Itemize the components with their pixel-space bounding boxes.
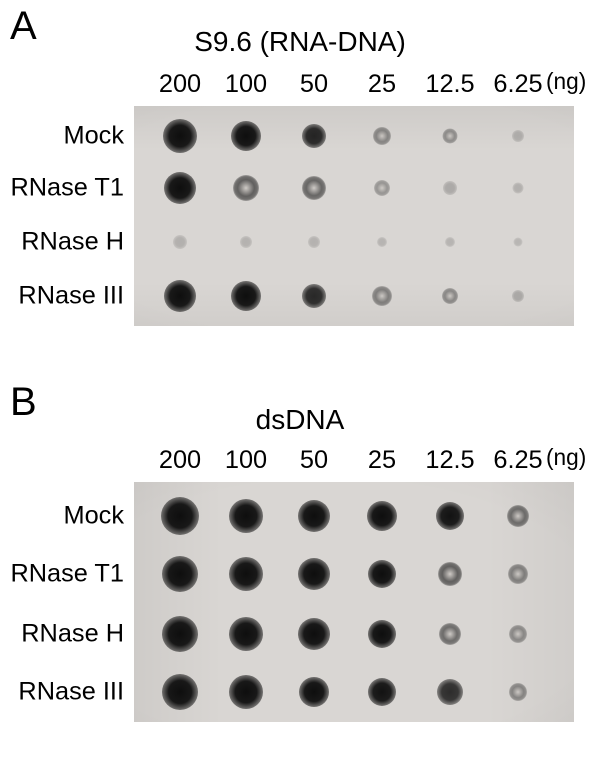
row-label: RNase III xyxy=(18,282,124,311)
col-header: 50 xyxy=(300,446,328,475)
col-header: 12.5 xyxy=(425,446,474,475)
blot-dot xyxy=(374,180,390,196)
blot-dot xyxy=(229,675,263,709)
panel-a-blot xyxy=(134,106,574,326)
blot-dot xyxy=(162,616,198,652)
row-label: RNase T1 xyxy=(10,174,124,203)
blot-dot xyxy=(233,175,259,201)
col-header: 12.5 xyxy=(425,70,474,99)
blot-dot xyxy=(164,172,196,204)
blot-dot xyxy=(372,286,392,306)
blot-dot xyxy=(367,501,397,531)
figure-root: A S9.6 (RNA-DNA) (ng) B dsDNA (ng) 20010… xyxy=(0,0,600,766)
blot-dot xyxy=(173,235,187,249)
row-label: RNase H xyxy=(21,620,124,649)
blot-dot xyxy=(445,237,455,247)
row-label: RNase III xyxy=(18,678,124,707)
blot-dot xyxy=(443,129,458,144)
blot-dot xyxy=(229,557,263,591)
panel-b-unit: (ng) xyxy=(546,444,586,471)
col-header: 50 xyxy=(300,70,328,99)
row-label: RNase T1 xyxy=(10,560,124,589)
blot-dot xyxy=(229,499,263,533)
blot-dot xyxy=(163,119,197,153)
blot-dot xyxy=(298,618,330,650)
blot-dot xyxy=(368,678,396,706)
blot-dot xyxy=(302,176,326,200)
blot-dot xyxy=(436,502,464,530)
col-header: 6.25 xyxy=(493,446,542,475)
blot-dot xyxy=(240,236,252,248)
blot-dot xyxy=(507,505,529,527)
col-header: 100 xyxy=(225,70,267,99)
blot-dot xyxy=(438,562,462,586)
blot-dot xyxy=(512,130,524,142)
blot-dot xyxy=(509,683,527,701)
blot-dot xyxy=(368,620,396,648)
blot-dot xyxy=(377,237,387,247)
row-label: RNase H xyxy=(21,228,124,257)
blot-dot xyxy=(164,280,196,312)
panel-b-title: dsDNA xyxy=(0,404,600,436)
col-header: 25 xyxy=(368,446,396,475)
blot-dot xyxy=(302,124,326,148)
blot-dot xyxy=(298,558,330,590)
blot-dot xyxy=(442,288,458,304)
blot-dot xyxy=(443,181,457,195)
row-label: Mock xyxy=(63,502,124,531)
col-header: 100 xyxy=(225,446,267,475)
blot-dot xyxy=(231,121,261,151)
col-header: 25 xyxy=(368,70,396,99)
blot-dot xyxy=(162,556,198,592)
panel-a-title: S9.6 (RNA-DNA) xyxy=(0,26,600,58)
blot-dot xyxy=(509,625,527,643)
blot-dot xyxy=(161,497,199,535)
blot-dot xyxy=(513,183,524,194)
blot-dot xyxy=(299,677,329,707)
panel-a-unit: (ng) xyxy=(546,68,586,95)
blot-dot xyxy=(229,617,263,651)
blot-dot xyxy=(514,238,523,247)
blot-dot xyxy=(373,127,391,145)
blot-dot xyxy=(508,564,528,584)
blot-dot xyxy=(308,236,320,248)
blot-dot xyxy=(162,674,198,710)
blot-dot xyxy=(512,290,524,302)
col-header: 200 xyxy=(159,70,201,99)
col-header: 200 xyxy=(159,446,201,475)
blot-dot xyxy=(231,281,261,311)
blot-dot xyxy=(439,623,461,645)
blot-dot xyxy=(298,500,330,532)
col-header: 6.25 xyxy=(493,70,542,99)
panel-b-blot xyxy=(134,482,574,722)
row-label: Mock xyxy=(63,122,124,151)
blot-dot xyxy=(437,679,463,705)
blot-dot xyxy=(302,284,326,308)
blot-dot xyxy=(368,560,396,588)
